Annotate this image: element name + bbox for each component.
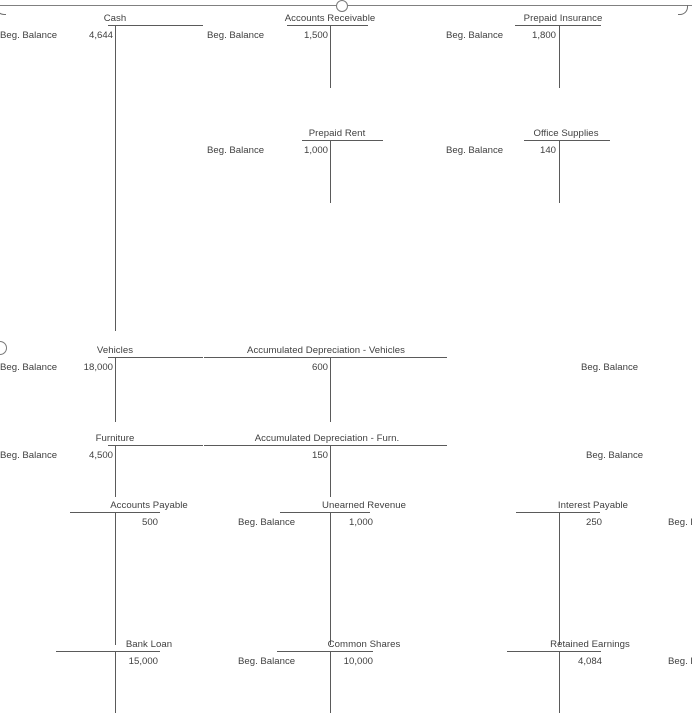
t-account-title: Interest Payable [557,500,629,511]
t-account-divider [115,26,116,331]
clipped-shape-corner-right [678,5,688,15]
t-account-title: Accounts Payable [110,500,188,511]
t-account-amount-debit: 4,644 [88,30,113,41]
t-account-amount-credit: 500 [141,517,158,528]
t-account-divider [115,446,116,497]
shape-resize-handle-left[interactable] [0,341,7,355]
t-account-amount-credit: 4,084 [577,656,602,667]
t-account-header-rule [70,512,160,513]
t-account-divider [115,652,116,713]
t-account-header-rule [108,357,203,358]
shape-resize-handle-top[interactable] [336,0,348,12]
t-account-entry-label: Beg. Balance [446,145,504,156]
t-account-divider [330,358,331,422]
t-account-entry-label: Beg. Balance [207,30,265,41]
t-account-title: Prepaid Insurance [523,13,603,24]
t-account-entry-label: Beg. Balance [668,656,692,667]
t-account-amount-credit: 600 [311,362,328,373]
t-account-title: Office Supplies [533,128,599,139]
t-account-entry-label: Beg. Balance [238,656,296,667]
t-account-title: Prepaid Rent [308,128,366,139]
t-account-header-rule [515,25,601,26]
t-account-amount-debit: 1,000 [303,145,328,156]
t-account-amount-credit: 15,000 [128,656,158,667]
t-account-divider [559,141,560,203]
t-account-entry-label: Beg. Balance [0,30,58,41]
t-account-amount-debit: 140 [539,145,556,156]
t-account-title: Common Shares [327,639,401,650]
t-account-amount-credit: 1,000 [348,517,373,528]
t-account-divider [115,358,116,422]
t-account-entry-label: Beg. Balance [668,517,692,528]
t-account-divider [330,446,331,497]
t-account-header-rule [108,445,203,446]
t-account-header-rule [108,25,203,26]
t-account-entry-label: Beg. Balance [586,450,644,461]
clipped-shape-top-edge [0,0,692,15]
t-account-divider [559,26,560,88]
t-account-header-rule [56,651,160,652]
t-account-entry-label: Beg. Balance [0,450,58,461]
t-account-entry-label: Beg. Balance [581,362,639,373]
t-account-header-rule [507,651,601,652]
t-account-divider [559,652,560,713]
t-account-amount-credit: 250 [585,517,602,528]
clipped-shape-corner-left [0,5,6,15]
t-account-header-rule [277,651,373,652]
t-account-entry-label: Beg. Balance [238,517,296,528]
t-account-header-rule [204,445,447,446]
t-account-amount-debit: 1,500 [303,30,328,41]
t-account-title: Accumulated Depreciation - Furn. [254,433,400,444]
t-account-title: Retained Earnings [550,639,630,650]
t-account-entry-label: Beg. Balance [207,145,265,156]
t-account-divider [330,26,331,88]
t-account-entry-label: Beg. Balance [446,30,504,41]
t-account-header-rule [280,512,370,513]
t-account-amount-debit: 1,800 [531,30,556,41]
t-account-divider [330,652,331,713]
t-account-title: Unearned Revenue [321,500,406,511]
t-account-title: Accumulated Depreciation - Vehicles [247,345,405,356]
t-account-divider [330,513,331,645]
t-account-title: Accounts Receivable [284,13,376,24]
t-account-header-rule [516,512,600,513]
t-account-entry-label: Beg. Balance [0,362,58,373]
t-account-amount-credit: 150 [311,450,328,461]
t-account-header-rule [287,25,368,26]
t-account-header-rule [302,140,383,141]
t-account-header-rule [524,140,610,141]
t-account-amount-debit: 4,500 [88,450,113,461]
t-account-title: Furniture [95,433,135,444]
t-account-title: Bank Loan [125,639,173,650]
t-account-title: Vehicles [96,345,134,356]
t-account-divider [559,513,560,645]
t-account-amount-debit: 18,000 [83,362,113,373]
t-account-divider [330,141,331,203]
t-account-divider [115,513,116,645]
t-account-title: Cash [103,13,127,24]
t-account-amount-credit: 10,000 [343,656,373,667]
t-account-header-rule [204,357,447,358]
